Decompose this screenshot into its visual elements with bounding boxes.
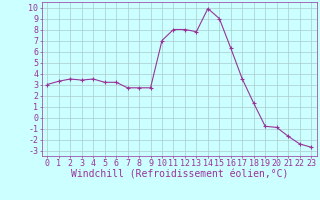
X-axis label: Windchill (Refroidissement éolien,°C): Windchill (Refroidissement éolien,°C): [70, 170, 288, 180]
